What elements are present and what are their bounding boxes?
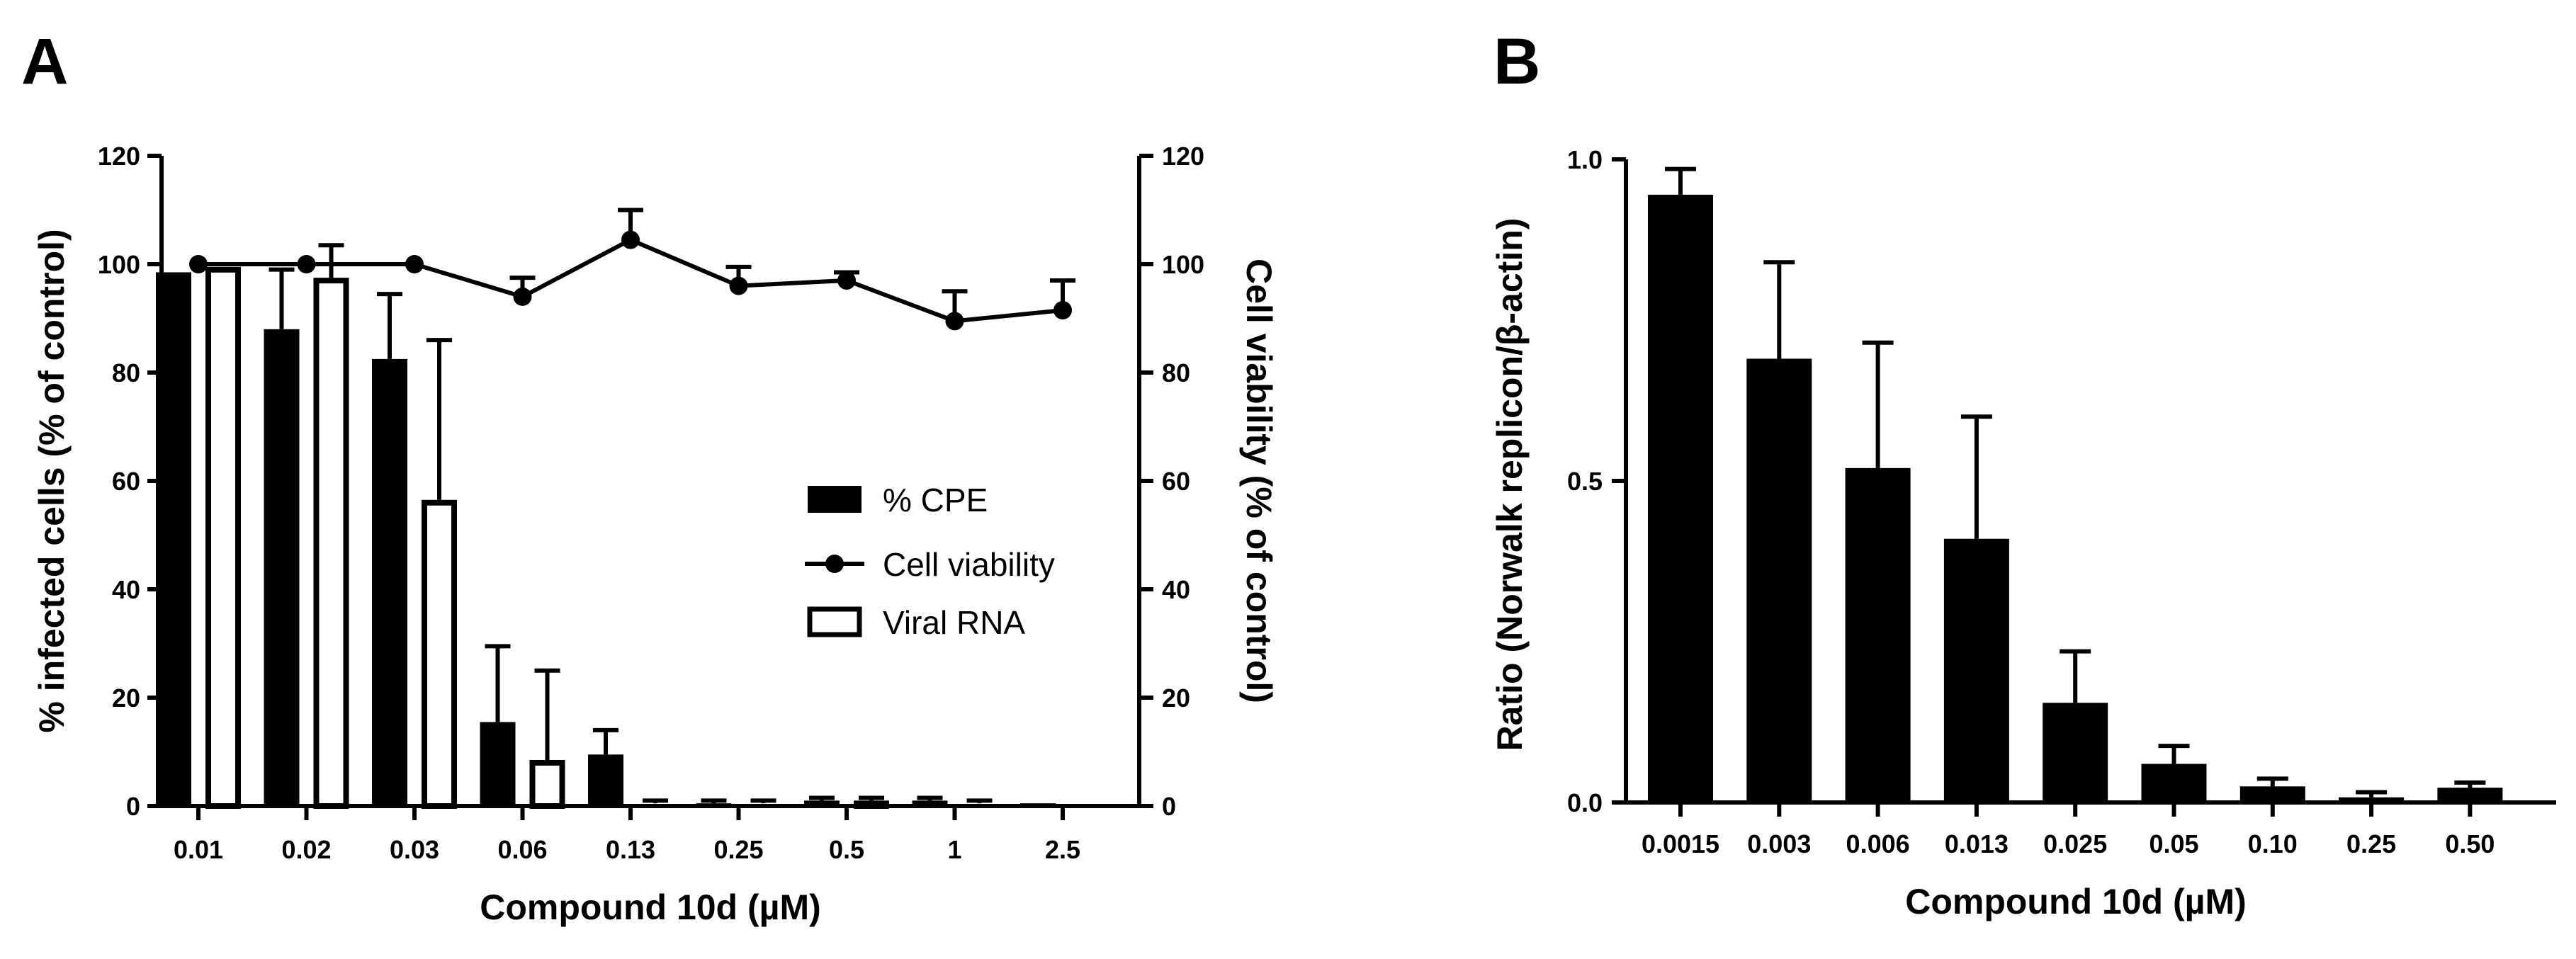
x-tick-label: 0.25 <box>2346 829 2396 858</box>
viral-rna-bar <box>422 499 457 810</box>
ratio-bar <box>1746 358 1812 803</box>
viral-rna-bar <box>205 266 241 809</box>
x-tick-label: 0.13 <box>606 835 655 864</box>
legend-swatch-cpe <box>808 486 862 513</box>
left-y-tick-label: 100 <box>98 250 140 279</box>
cpe-bar <box>804 800 840 806</box>
cpe-bar <box>588 754 623 806</box>
legend: % CPE Cell viability Viral RNA <box>805 482 1055 641</box>
x-ticks: 0.0015 0.003 0.006 0.013 0.025 0.05 0.10 0.25 0.… <box>1642 802 2495 858</box>
viral-rna-bar <box>313 278 349 809</box>
left-y-tick-label: 80 <box>112 358 140 387</box>
legend-swatch-rna <box>807 606 862 637</box>
ratio-bar <box>1845 467 1911 802</box>
legend-swatch-viability-marker <box>825 555 844 573</box>
legend-label-rna: Viral RNA <box>883 604 1025 641</box>
panel-b: B 0.00.51.0 0.0015 0.003 0.006 0.013 0.025 0.… <box>1490 25 2556 921</box>
right-y-tick-label: 40 <box>1162 575 1190 604</box>
x-tick-label: 0.10 <box>2248 829 2298 858</box>
left-y-tick-label: 20 <box>112 683 140 713</box>
x-tick-label: 0.0015 <box>1642 829 1719 858</box>
x-tick-label: 0.5 <box>829 835 864 864</box>
x-tick-label: 0.025 <box>2043 829 2107 858</box>
x-tick-label: 0.013 <box>1945 829 2009 858</box>
x-axis-title: Compound 10d (µM) <box>480 887 821 927</box>
right-y-tick-label: 20 <box>1162 683 1190 713</box>
right-y-axis-title: Cell viability (% of control) <box>1239 259 1279 703</box>
right-y-ticks: 0 20 40 60 80 100 120 <box>1139 142 1204 821</box>
right-y-tick-label: 80 <box>1162 358 1190 387</box>
left-y-ticks: 0 20 40 60 80 100 120 <box>98 142 162 821</box>
ratio-bar <box>1648 194 1713 802</box>
x-tick-label: 0.02 <box>281 835 331 864</box>
cell-viability-point <box>729 276 748 295</box>
y-tick-label: 0.5 <box>1567 467 1603 496</box>
cpe-bar <box>372 358 407 806</box>
legend-label-viability: Cell viability <box>883 546 1055 583</box>
ratio-bar <box>2437 788 2503 802</box>
right-y-tick-label: 100 <box>1162 250 1204 279</box>
left-y-tick-label: 120 <box>98 142 140 171</box>
x-tick-label: 1 <box>947 835 961 864</box>
x-tick-label: 0.06 <box>497 835 547 864</box>
x-axis-title: Compound 10d (µM) <box>1905 882 2247 921</box>
cpe-bar <box>912 800 948 806</box>
bars <box>156 243 1056 810</box>
panel-label-b: B <box>1493 25 1540 98</box>
right-y-tick-label: 60 <box>1162 467 1190 496</box>
y-ticks: 0.0 0.5 1.0 <box>1567 145 1626 817</box>
cell-viability-point <box>945 312 964 331</box>
ratio-bar <box>1943 538 2009 802</box>
ratio-bar <box>2339 797 2405 802</box>
cell-viability-point <box>189 255 208 273</box>
y-tick-label: 0.0 <box>1567 788 1603 817</box>
cell-viability-point <box>297 255 316 273</box>
ratio-bar <box>2141 764 2207 802</box>
cell-viability-point <box>1053 301 1072 320</box>
panel-label-a: A <box>21 25 68 98</box>
x-tick-label: 0.50 <box>2445 829 2495 858</box>
ratio-bar <box>2239 786 2305 802</box>
left-y-tick-label: 0 <box>126 792 140 821</box>
x-tick-label: 0.006 <box>1846 829 1910 858</box>
cell-viability-point <box>405 255 424 273</box>
legend-label-cpe: % CPE <box>883 482 988 518</box>
cpe-bar <box>264 329 300 806</box>
y-axis-title: % infected cells (% of control) <box>32 229 72 732</box>
x-tick-label: 0.003 <box>1747 829 1811 858</box>
x-tick-label: 0.01 <box>174 835 223 864</box>
y-axis-title: Ratio (Norwalk replicon/β-actin) <box>1490 218 1530 751</box>
x-tick-label: 0.05 <box>2149 829 2198 858</box>
x-ticks: 0.01 0.02 0.03 0.06 0.13 0.25 0.5 1 2.5 <box>174 806 1080 864</box>
cell-viability-line <box>189 208 1075 331</box>
right-y-tick-label: 0 <box>1162 792 1176 821</box>
cell-viability-point <box>621 230 640 249</box>
axes <box>159 156 1141 808</box>
viral-rna-bar <box>529 759 565 809</box>
x-tick-label: 0.03 <box>390 835 439 864</box>
cpe-bar <box>480 722 516 806</box>
bars <box>1648 166 2503 803</box>
cell-viability-point <box>513 287 532 306</box>
right-y-tick-label: 120 <box>1162 142 1204 171</box>
x-tick-label: 0.25 <box>713 835 763 864</box>
ratio-bar <box>2043 703 2108 802</box>
cell-viability-point <box>837 271 856 290</box>
left-y-tick-label: 40 <box>112 575 140 604</box>
left-y-tick-label: 60 <box>112 467 140 496</box>
y-tick-label: 1.0 <box>1567 145 1603 174</box>
x-tick-label: 2.5 <box>1045 835 1080 864</box>
